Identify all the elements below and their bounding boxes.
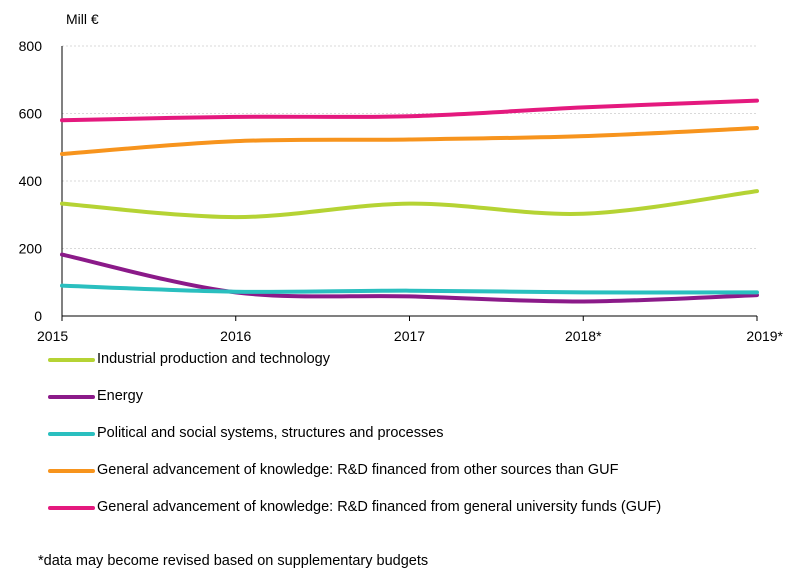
series-lines <box>60 98 759 304</box>
legend-swatch <box>48 395 95 399</box>
x-tick-label: 2015 <box>37 328 68 344</box>
legend-swatch <box>48 469 95 473</box>
footnote: *data may become revised based on supple… <box>38 553 429 569</box>
legend: Industrial production and technology Ene… <box>48 350 783 535</box>
y-tick-label: 200 <box>19 241 43 257</box>
legend-label: Industrial production and technology <box>97 351 330 367</box>
y-tick-label: 400 <box>19 173 43 189</box>
legend-label: General advancement of knowledge: R&D fi… <box>97 499 662 515</box>
legend-item-energy: Energy <box>48 387 783 424</box>
legend-swatch <box>48 432 95 436</box>
legend-swatch <box>48 358 95 362</box>
legend-item-industrial: Industrial production and technology <box>48 350 783 387</box>
legend-label: General advancement of knowledge: R&D fi… <box>97 462 619 478</box>
legend-item-knowledge-guf: General advancement of knowledge: R&D fi… <box>48 498 783 535</box>
legend-swatch <box>48 506 95 510</box>
legend-item-political: Political and social systems, structures… <box>48 424 783 461</box>
series-line-4 <box>60 98 759 123</box>
x-axis-ticks: 2015 2016 2017 2018* 2019* <box>37 316 784 344</box>
x-tick-label: 2019* <box>746 328 783 344</box>
y-tick-label: 0 <box>34 308 42 324</box>
y-tick-label: 600 <box>19 106 43 122</box>
series-line-0 <box>60 189 759 220</box>
y-tick-label: 800 <box>19 38 43 54</box>
series-line-2 <box>60 283 759 295</box>
series-line-3 <box>60 126 759 156</box>
x-tick-label: 2017 <box>394 328 425 344</box>
legend-label: Political and social systems, structures… <box>97 425 444 441</box>
y-axis-ticks: 0 200 400 600 800 <box>19 38 43 324</box>
x-tick-label: 2018* <box>565 328 602 344</box>
x-tick-label: 2016 <box>220 328 251 344</box>
y-axis-unit-label: Mill € <box>66 11 99 27</box>
series-line-1 <box>60 252 759 304</box>
legend-label: Energy <box>97 388 143 404</box>
gridlines <box>61 45 757 317</box>
legend-item-knowledge-other: General advancement of knowledge: R&D fi… <box>48 461 783 498</box>
